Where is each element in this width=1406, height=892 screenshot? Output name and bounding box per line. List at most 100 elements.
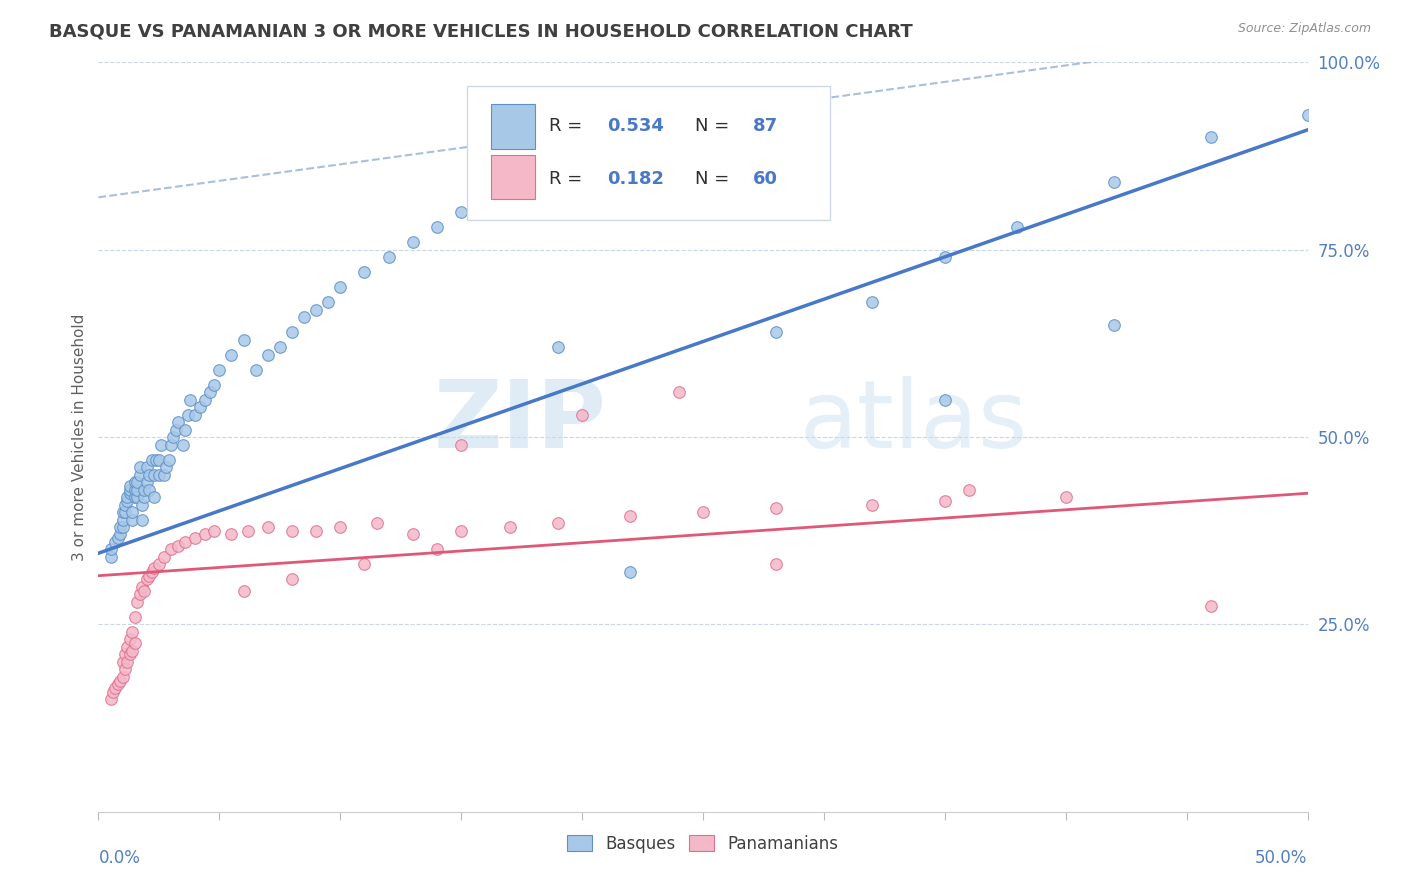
Point xyxy=(127,475,149,489)
Text: 50.0%: 50.0% xyxy=(1256,849,1308,867)
Point xyxy=(221,527,243,541)
Point xyxy=(138,568,160,582)
Text: 0.534: 0.534 xyxy=(607,117,665,135)
Point xyxy=(152,549,174,564)
Text: 87: 87 xyxy=(752,117,778,135)
Point xyxy=(402,235,425,250)
Point xyxy=(619,565,641,579)
Text: R =: R = xyxy=(550,117,589,135)
Point xyxy=(305,302,328,317)
Point xyxy=(366,516,388,531)
Point xyxy=(194,392,217,407)
Point xyxy=(860,498,883,512)
Point xyxy=(1054,490,1077,504)
Point xyxy=(111,670,134,684)
Point xyxy=(100,692,122,706)
Point xyxy=(117,490,139,504)
Point xyxy=(957,483,980,497)
Point xyxy=(329,520,352,534)
Point xyxy=(150,437,173,451)
Point xyxy=(157,452,180,467)
Point xyxy=(1102,318,1125,332)
Point xyxy=(101,685,124,699)
Point xyxy=(114,662,136,676)
Point xyxy=(117,493,139,508)
Point xyxy=(1296,108,1319,122)
Point xyxy=(765,558,787,572)
Point xyxy=(118,632,141,647)
Point xyxy=(172,437,194,451)
Point xyxy=(232,333,254,347)
Point xyxy=(148,467,170,482)
Point xyxy=(118,648,141,662)
Point xyxy=(668,385,690,400)
Point xyxy=(256,520,278,534)
Point xyxy=(498,520,520,534)
Text: N =: N = xyxy=(695,169,734,187)
Point xyxy=(281,325,304,339)
Point xyxy=(256,348,278,362)
Point xyxy=(134,583,156,598)
Point xyxy=(127,490,149,504)
Point xyxy=(765,325,787,339)
Point xyxy=(108,673,131,688)
Point xyxy=(498,175,520,189)
Point xyxy=(204,377,226,392)
Point xyxy=(450,437,472,451)
Point xyxy=(111,655,134,669)
Point xyxy=(377,250,399,264)
Point xyxy=(245,362,267,376)
Point xyxy=(100,549,122,564)
Point xyxy=(208,362,231,376)
Point xyxy=(141,452,163,467)
Point xyxy=(198,385,221,400)
Point xyxy=(124,610,146,624)
Point xyxy=(148,558,170,572)
Y-axis label: 3 or more Vehicles in Household: 3 or more Vehicles in Household xyxy=(72,313,87,561)
Point xyxy=(143,561,166,575)
Text: N =: N = xyxy=(695,117,734,135)
Point xyxy=(121,624,143,639)
Text: atlas: atlas xyxy=(800,376,1028,468)
FancyBboxPatch shape xyxy=(467,87,830,219)
Point xyxy=(128,460,150,475)
Point xyxy=(141,565,163,579)
Point xyxy=(124,483,146,497)
Point xyxy=(143,467,166,482)
Point xyxy=(127,595,149,609)
Text: 60: 60 xyxy=(752,169,778,187)
Point xyxy=(131,512,153,526)
Point xyxy=(547,516,569,531)
Point xyxy=(118,486,141,500)
Point xyxy=(292,310,315,325)
Point xyxy=(124,475,146,489)
Point xyxy=(143,490,166,504)
Point xyxy=(128,587,150,601)
Point xyxy=(619,183,641,197)
Text: Source: ZipAtlas.com: Source: ZipAtlas.com xyxy=(1237,22,1371,36)
Point xyxy=(316,295,339,310)
Point xyxy=(135,475,157,489)
Point xyxy=(426,220,449,235)
Legend: Basques, Panamanians: Basques, Panamanians xyxy=(561,829,845,860)
Point xyxy=(111,520,134,534)
Point xyxy=(934,250,956,264)
Point xyxy=(100,542,122,557)
Point xyxy=(114,498,136,512)
Text: BASQUE VS PANAMANIAN 3 OR MORE VEHICLES IN HOUSEHOLD CORRELATION CHART: BASQUE VS PANAMANIAN 3 OR MORE VEHICLES … xyxy=(49,22,912,40)
Point xyxy=(108,520,131,534)
Point xyxy=(167,539,190,553)
Point xyxy=(179,392,201,407)
Text: R =: R = xyxy=(550,169,595,187)
Point xyxy=(353,265,375,279)
Point xyxy=(111,505,134,519)
Point xyxy=(104,535,127,549)
Point xyxy=(111,512,134,526)
Point xyxy=(269,340,291,354)
Point xyxy=(128,467,150,482)
Point xyxy=(124,636,146,650)
Point xyxy=(118,479,141,493)
Point xyxy=(162,430,184,444)
Point xyxy=(571,408,593,422)
Point xyxy=(281,573,304,587)
